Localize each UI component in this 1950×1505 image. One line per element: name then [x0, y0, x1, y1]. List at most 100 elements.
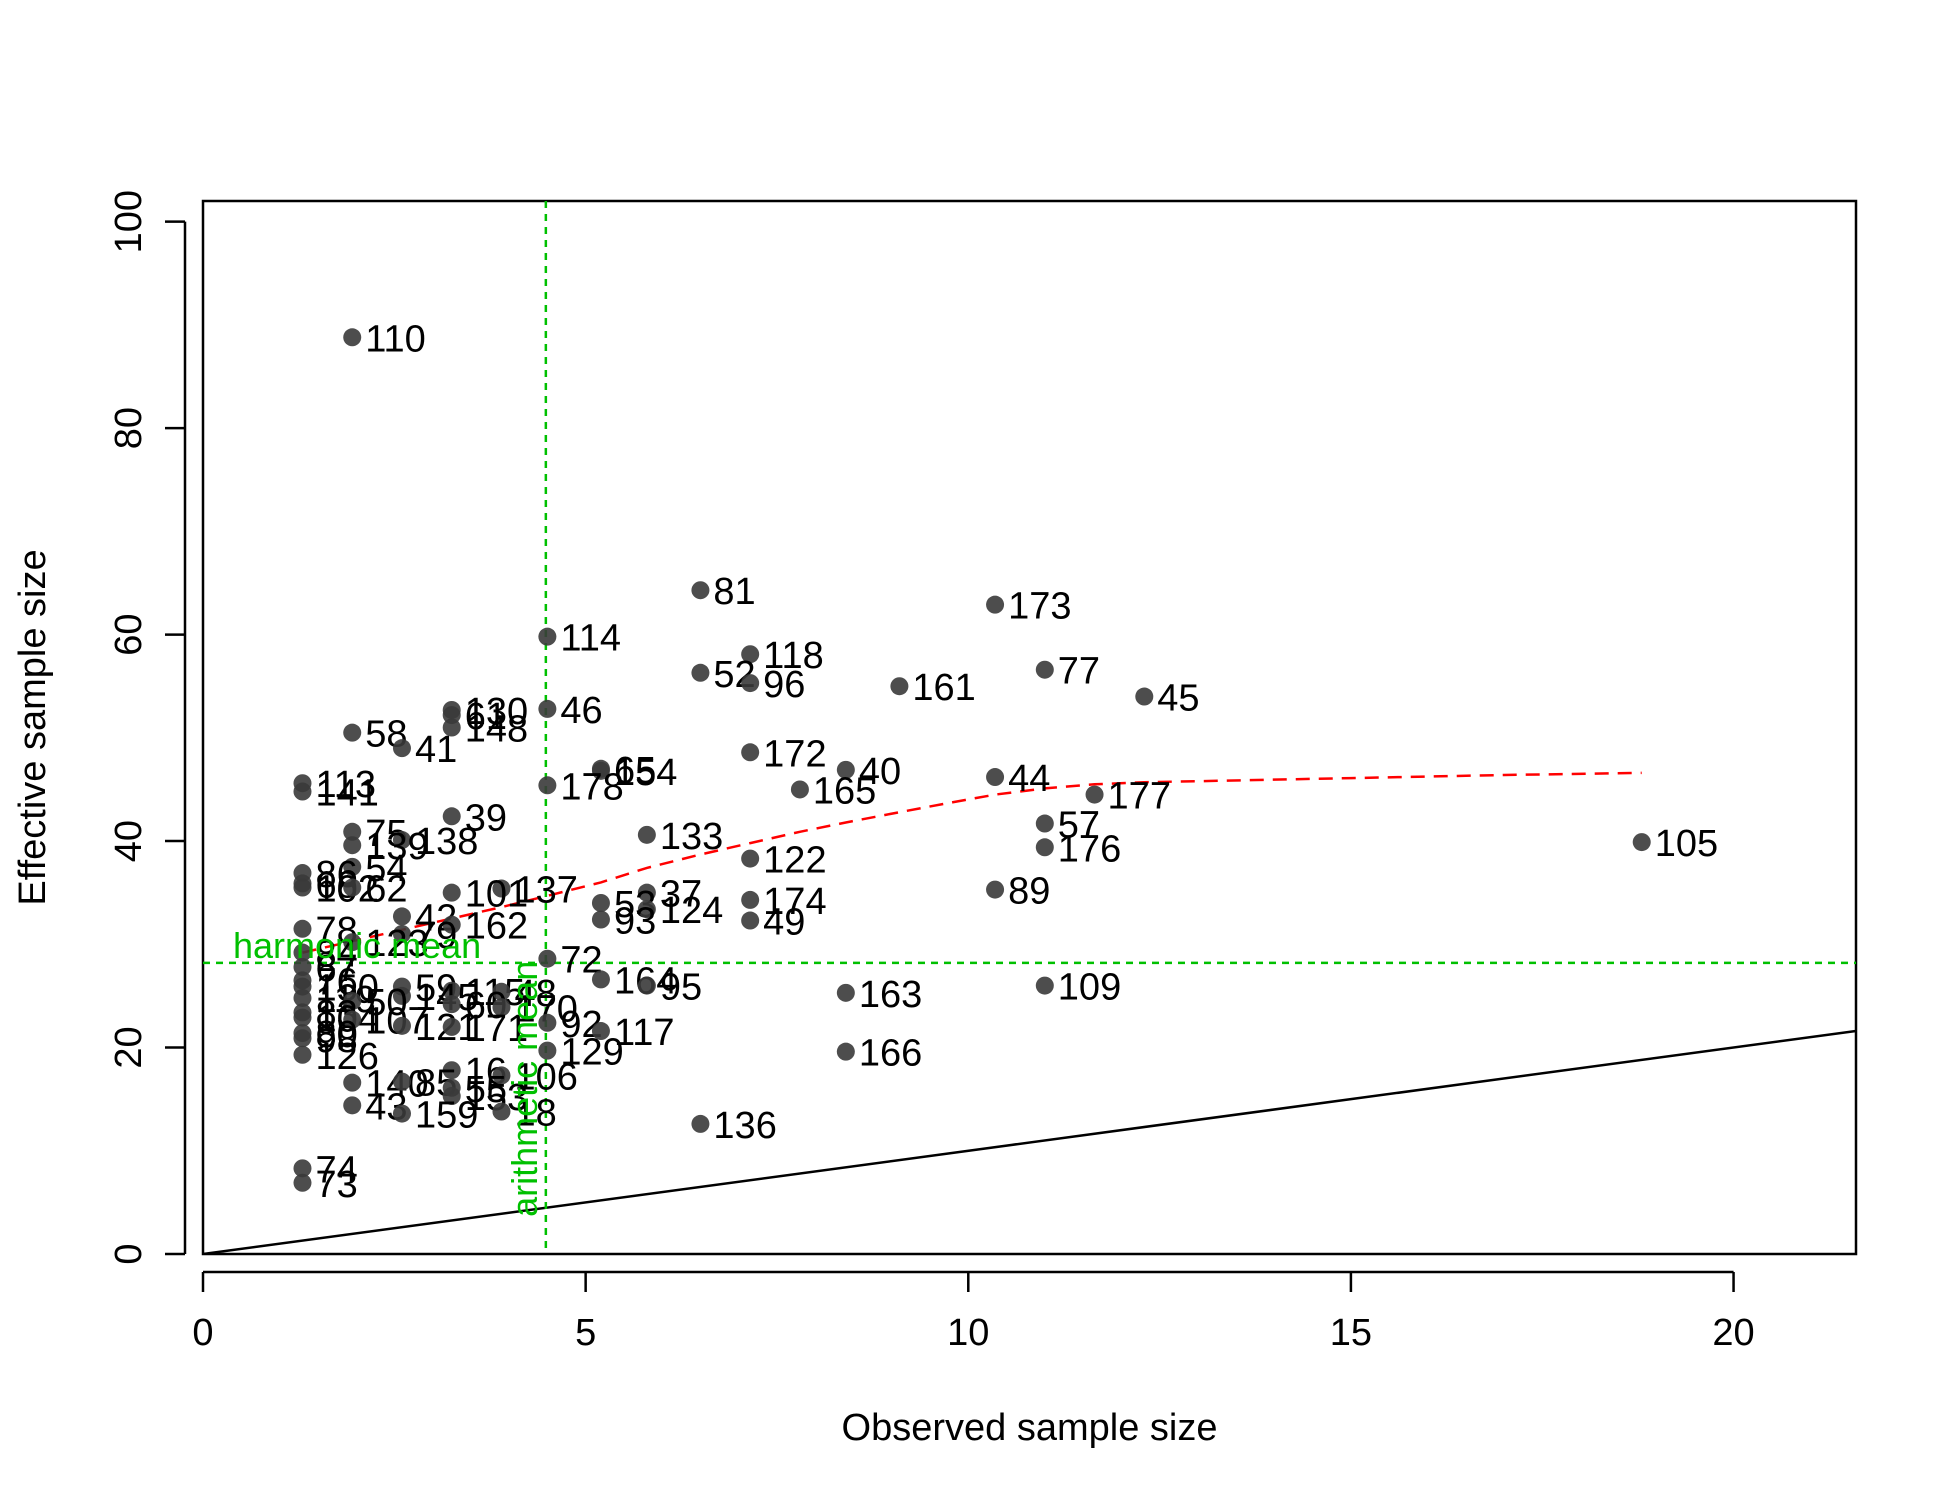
data-point: [392, 1072, 411, 1091]
data-point: [691, 663, 710, 682]
point-label: 165: [813, 770, 876, 812]
point-label: 46: [560, 690, 602, 732]
point-label: 49: [763, 902, 805, 944]
point-label: 95: [660, 967, 702, 1009]
trend-line: [302, 771, 1642, 954]
data-point: [442, 915, 461, 934]
point-label: 61: [465, 696, 507, 738]
data-point: [442, 706, 461, 725]
data-point: [836, 1042, 855, 1061]
point-label: 67: [315, 948, 357, 990]
point-label: 123: [365, 923, 428, 965]
data-point: [343, 992, 362, 1011]
point-label: 44: [1008, 758, 1050, 800]
data-point: [442, 1017, 461, 1036]
y-tick-label: 60: [108, 613, 150, 655]
data-point: [293, 919, 312, 938]
point-label: 141: [315, 773, 378, 815]
data-point: [442, 1061, 461, 1080]
data-point: [591, 910, 610, 929]
data-point: [293, 1029, 312, 1048]
data-point: [293, 958, 312, 977]
point-label: 172: [763, 733, 826, 775]
point-label: 98: [315, 1019, 357, 1061]
point-label: 138: [415, 821, 478, 863]
point-label: 163: [859, 974, 922, 1016]
point-label: 154: [614, 752, 677, 794]
data-point: [790, 780, 809, 799]
point-label: 171: [465, 1008, 528, 1050]
data-point: [741, 645, 760, 664]
data-point: [890, 677, 909, 696]
point-label: 41: [415, 729, 457, 771]
data-point: [392, 831, 411, 850]
data-point: [591, 894, 610, 912]
data-point: [637, 900, 656, 919]
data-point: [637, 825, 656, 844]
y-tick-label: 20: [108, 1026, 150, 1068]
y-tick-label: 80: [108, 407, 150, 449]
point-label: 45: [1157, 678, 1199, 720]
point-label: 105: [1655, 823, 1718, 865]
data-point: [343, 1010, 362, 1029]
point-label: 126: [315, 1036, 378, 1078]
point-label: 129: [560, 1032, 623, 1074]
data-point: [343, 1096, 362, 1115]
point-label: 84: [315, 934, 357, 976]
data-point: [293, 878, 312, 897]
data-point: [741, 890, 760, 909]
data-point: [741, 911, 760, 930]
data-point: [591, 761, 610, 780]
data-point: [492, 998, 511, 1017]
data-point: [691, 581, 710, 600]
data-point: [492, 879, 511, 898]
harmonic-mean-label: harmonic mean: [233, 925, 481, 966]
point-label: 77: [1058, 651, 1100, 693]
data-point: [538, 776, 557, 795]
data-point: [293, 943, 312, 962]
point-label: 96: [763, 664, 805, 706]
data-point: [392, 739, 411, 758]
point-label: 109: [1058, 967, 1121, 1009]
data-point: [538, 1041, 557, 1060]
data-point: [538, 949, 557, 968]
data-point: [343, 933, 362, 952]
data-point: [392, 907, 411, 926]
data-point: [986, 880, 1005, 899]
y-axis-title: Effective sample size: [12, 549, 54, 905]
identity-line: [203, 1029, 1856, 1254]
data-point: [492, 982, 511, 1001]
point-label: 124: [660, 890, 723, 932]
data-point: [591, 970, 610, 989]
data-point: [538, 627, 557, 646]
point-label: 62: [365, 869, 407, 911]
point-label: 57: [1058, 805, 1100, 847]
point-label: 18: [514, 1093, 556, 1135]
x-tick-label: 15: [1330, 1312, 1372, 1354]
point-label: 137: [514, 870, 577, 912]
data-point: [293, 1008, 312, 1027]
data-point: [741, 849, 760, 868]
data-point: [343, 328, 362, 347]
data-point: [293, 1045, 312, 1064]
point-label: 39: [465, 797, 507, 839]
data-point: [741, 674, 760, 693]
data-point: [343, 723, 362, 742]
data-point: [492, 1066, 511, 1085]
point-label: 37: [660, 874, 702, 916]
data-point: [343, 1073, 362, 1092]
data-point: [343, 822, 362, 841]
x-tick-label: 5: [575, 1312, 596, 1354]
data-point: [343, 836, 362, 855]
point-label: 74: [315, 1149, 357, 1191]
data-point: [293, 1173, 312, 1192]
data-point: [691, 1114, 710, 1133]
point-label: 136: [713, 1105, 776, 1147]
point-label: 114: [560, 618, 621, 660]
plot-frame: [201, 199, 1858, 1256]
data-point: [591, 1022, 610, 1041]
point-label: 176: [1058, 828, 1121, 870]
